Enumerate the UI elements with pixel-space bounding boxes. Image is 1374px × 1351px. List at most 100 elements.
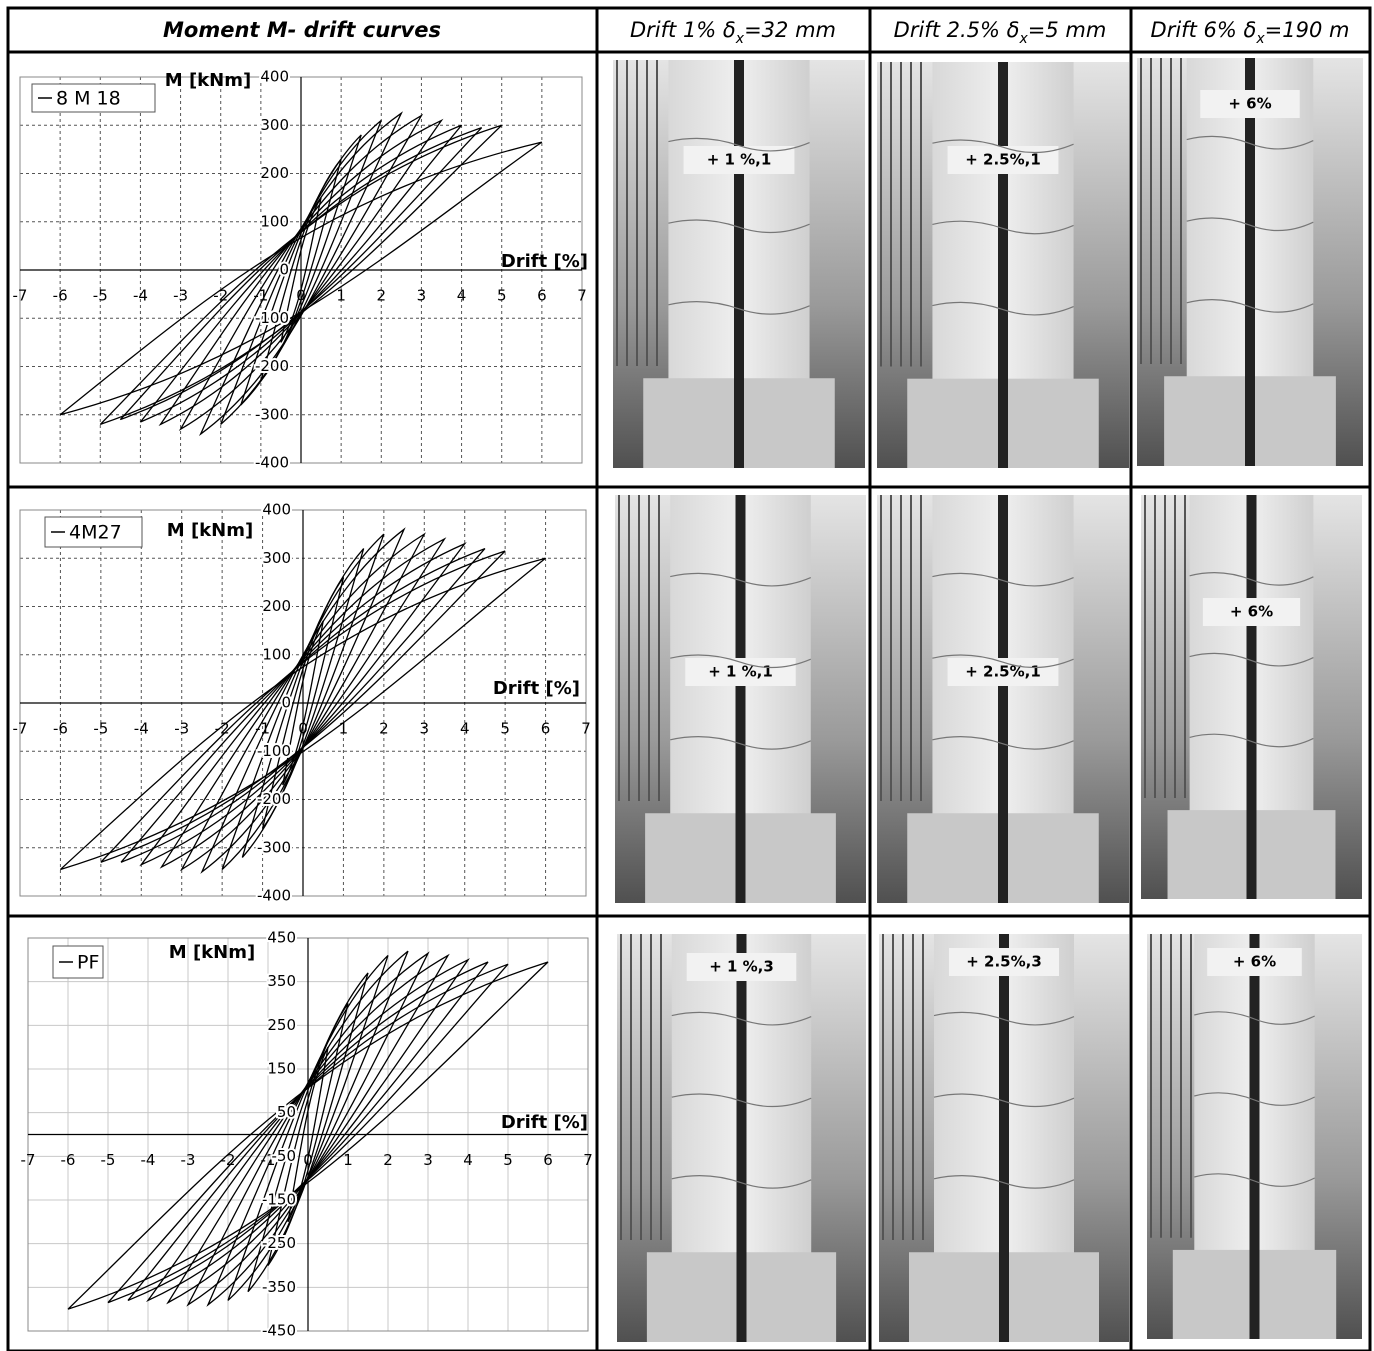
y-tick-label: 50	[277, 1103, 296, 1121]
y-tick-label: 250	[267, 1016, 296, 1034]
header-cell: Drift 6% δx=190 m	[1151, 18, 1350, 47]
x-tick-label: 4	[463, 1151, 473, 1169]
header-text: =190 m	[1265, 18, 1350, 42]
x-tick-label: -2	[221, 1151, 236, 1169]
legend-label: PF	[77, 952, 99, 974]
y-tick-label: 300	[262, 549, 291, 567]
y-tick-label: 100	[260, 212, 289, 230]
y-tick-label: -350	[262, 1278, 296, 1296]
x-axis-title: Drift [%]	[501, 1112, 588, 1133]
header-cell: Moment M- drift curves	[163, 18, 441, 42]
y-tick-label: -100	[257, 742, 291, 760]
legend-label: 8 M 18	[56, 88, 121, 110]
x-tick-label: -6	[53, 287, 68, 305]
header-cell: Drift 2.5% δx=5 mm	[894, 18, 1107, 47]
y-tick-label: -400	[257, 887, 291, 905]
legend-label: 4M27	[69, 522, 122, 544]
y-tick-label: -250	[262, 1234, 296, 1252]
photo-sign-text: + 6%	[1230, 603, 1273, 621]
x-tick-label: -3	[174, 720, 189, 738]
photo-sign-text: + 2.5%,1	[965, 151, 1041, 169]
y-tick-label: -100	[255, 309, 289, 327]
y-tick-label: 0	[279, 261, 289, 279]
x-tick-label: 0	[303, 1151, 313, 1169]
figure: Moment M- drift curvesDrift 1% δx=32 mmD…	[0, 0, 1374, 1351]
x-tick-label: -1	[253, 287, 268, 305]
y-tick-label: 100	[262, 645, 291, 663]
x-tick-label: 0	[298, 720, 308, 738]
x-tick-label: 1	[336, 287, 346, 305]
photo: + 6%	[1137, 58, 1363, 466]
photo: + 2.5%,3	[879, 934, 1129, 1342]
x-tick-label: 6	[543, 1151, 553, 1169]
y-tick-label: -400	[255, 454, 289, 472]
x-tick-label: 4	[457, 287, 467, 305]
y-tick-label: -300	[255, 405, 289, 423]
x-tick-label: 2	[379, 720, 389, 738]
x-tick-label: -7	[13, 287, 28, 305]
header-text: Drift 1% δ	[630, 18, 736, 42]
x-tick-label: 7	[583, 1151, 593, 1169]
y-tick-label: 300	[260, 116, 289, 134]
y-tick-label: 400	[262, 501, 291, 519]
x-tick-label: -7	[13, 720, 28, 738]
x-tick-label: -2	[215, 720, 230, 738]
x-tick-label: -4	[134, 720, 149, 738]
x-tick-label: -5	[101, 1151, 116, 1169]
photo: + 6%	[1147, 934, 1362, 1339]
x-tick-label: -2	[213, 287, 228, 305]
photo-sign-text: + 6%	[1228, 95, 1271, 113]
y-tick-label: 0	[281, 694, 291, 712]
y-tick-label: -150	[262, 1191, 296, 1209]
y-tick-label: -200	[255, 357, 289, 375]
x-tick-label: 1	[343, 1151, 353, 1169]
x-tick-label: 7	[581, 720, 591, 738]
x-tick-label: -6	[53, 720, 68, 738]
photo-sign-text: + 2.5%,3	[966, 953, 1042, 971]
x-tick-label: 5	[497, 287, 507, 305]
y-axis-title: M [kNm]	[169, 942, 255, 963]
photo: + 1 %,1	[613, 60, 865, 468]
photo: + 2.5%,1	[877, 62, 1129, 468]
x-tick-label: 4	[460, 720, 470, 738]
y-axis-title: M [kNm]	[167, 520, 253, 541]
x-tick-label: -1	[255, 720, 270, 738]
photo: + 1 %,1	[615, 495, 866, 903]
x-tick-label: -4	[133, 287, 148, 305]
x-tick-label: 2	[377, 287, 387, 305]
photo: + 1 %,3	[617, 934, 866, 1342]
y-tick-label: -450	[262, 1322, 296, 1340]
x-tick-label: 3	[417, 287, 427, 305]
y-axis-title: M [kNm]	[165, 70, 251, 91]
y-tick-label: -200	[257, 790, 291, 808]
x-tick-label: 3	[420, 720, 430, 738]
x-tick-label: -6	[61, 1151, 76, 1169]
y-tick-label: -50	[272, 1147, 297, 1165]
x-tick-label: 1	[339, 720, 349, 738]
x-axis-title: Drift [%]	[501, 251, 588, 272]
y-tick-label: 350	[267, 972, 296, 990]
y-tick-label: 200	[262, 597, 291, 615]
header-cell: Drift 1% δx=32 mm	[630, 18, 836, 47]
header-text: =5 mm	[1028, 18, 1107, 42]
x-tick-label: 5	[500, 720, 510, 738]
photo-sign-text: + 6%	[1233, 953, 1276, 971]
header-text: Drift 2.5% δ	[894, 18, 1020, 42]
x-tick-label: -3	[181, 1151, 196, 1169]
x-tick-label: 6	[541, 720, 551, 738]
header-text: =32 mm	[744, 18, 836, 42]
x-axis-title: Drift [%]	[493, 678, 580, 699]
photo-sign-text: + 1 %,1	[708, 663, 773, 681]
x-tick-label: -7	[21, 1151, 36, 1169]
x-tick-label: 5	[503, 1151, 513, 1169]
photo: + 6%	[1141, 495, 1362, 899]
x-tick-label: 6	[537, 287, 547, 305]
y-tick-label: 450	[267, 929, 296, 947]
y-tick-label: 200	[260, 164, 289, 182]
x-tick-label: -3	[173, 287, 188, 305]
page: {"table": { "header": [ {"text": "Moment…	[0, 0, 1374, 1351]
photo-sign-text: + 2.5%,1	[965, 663, 1041, 681]
y-tick-label: 150	[267, 1060, 296, 1078]
y-tick-label: -300	[257, 838, 291, 856]
